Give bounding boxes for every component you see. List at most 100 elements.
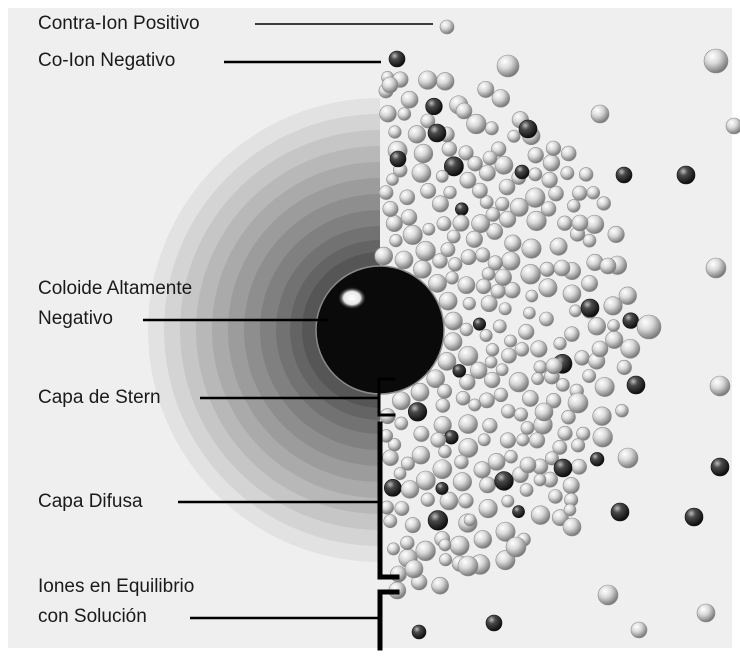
positive-ion-sphere bbox=[407, 125, 427, 144]
positive-ion-sphere bbox=[586, 186, 600, 200]
positive-ion-sphere bbox=[460, 249, 477, 266]
negative-ion-sphere bbox=[407, 402, 428, 422]
negative-ion-sphere bbox=[389, 150, 407, 168]
positive-ion-sphere bbox=[471, 214, 491, 234]
positive-ion-sphere bbox=[428, 274, 447, 293]
positive-ion-sphere bbox=[439, 553, 453, 567]
positive-ion-sphere bbox=[479, 329, 493, 343]
positive-ion-sphere bbox=[571, 438, 586, 453]
positive-ion-sphere bbox=[411, 446, 431, 465]
label-negative-co-ion: Co-Ion Negativo bbox=[38, 50, 176, 71]
positive-ion-sphere bbox=[520, 421, 535, 435]
negative-ion-sphere bbox=[444, 156, 464, 177]
label-diffuse-layer: Capa Difusa bbox=[38, 491, 143, 512]
positive-ion-sphere bbox=[415, 540, 436, 562]
positive-ion-sphere bbox=[508, 372, 529, 393]
positive-ion-sphere bbox=[381, 76, 399, 94]
positive-ion-sphere bbox=[382, 449, 399, 467]
positive-ion-sphere bbox=[478, 499, 498, 519]
negative-ion-sphere bbox=[615, 166, 633, 184]
positive-ion-sphere bbox=[448, 257, 463, 272]
positive-ion-sphere bbox=[477, 80, 495, 98]
positive-ion-sphere bbox=[426, 369, 445, 389]
positive-ion-sphere bbox=[459, 322, 474, 337]
positive-ion-sphere bbox=[527, 147, 544, 164]
positive-ion-sphere bbox=[607, 225, 625, 243]
positive-ion-sphere bbox=[493, 387, 509, 403]
positive-ion-sphere bbox=[439, 491, 459, 511]
negative-ion-sphere bbox=[626, 375, 646, 395]
positive-ion-sphere bbox=[530, 505, 551, 525]
positive-ion-sphere bbox=[607, 319, 620, 332]
positive-ion-sphere bbox=[492, 319, 507, 334]
positive-ion-sphere bbox=[400, 535, 415, 551]
positive-ion-sphere bbox=[605, 330, 624, 349]
negative-ion-sphere bbox=[411, 624, 427, 640]
positive-ion-sphere bbox=[410, 382, 430, 402]
positive-ion-sphere bbox=[482, 150, 498, 166]
positive-ion-sphere bbox=[413, 425, 430, 442]
positive-ion-sphere bbox=[562, 284, 582, 304]
positive-ion-sphere bbox=[470, 361, 488, 380]
positive-ion-sphere bbox=[458, 414, 478, 434]
positive-ion-sphere bbox=[385, 214, 403, 232]
negative-ion-sphere bbox=[455, 202, 469, 216]
positive-ion-sphere bbox=[443, 185, 457, 200]
negative-ion-sphere bbox=[610, 502, 630, 522]
positive-ion-sphere bbox=[530, 340, 548, 358]
positive-ion-sphere bbox=[616, 359, 632, 375]
positive-ion-sphere bbox=[432, 459, 453, 480]
positive-ion-sphere bbox=[557, 215, 573, 231]
positive-ion-sphere bbox=[528, 167, 543, 182]
positive-ion-sphere bbox=[487, 453, 506, 471]
positive-ion-sphere bbox=[459, 374, 476, 391]
positive-ion-sphere bbox=[596, 196, 611, 211]
positive-ion-sphere bbox=[501, 494, 515, 508]
positive-ion-sphere bbox=[533, 473, 547, 487]
positive-ion-sphere bbox=[560, 145, 577, 162]
positive-ion-sphere bbox=[620, 338, 641, 359]
positive-ion-sphere bbox=[479, 195, 494, 210]
negative-ion-sphere bbox=[485, 614, 503, 632]
positive-ion-sphere bbox=[567, 392, 589, 414]
positive-ion-sphere bbox=[454, 454, 469, 470]
positive-ion-sphere bbox=[465, 230, 483, 248]
positive-ion-sphere bbox=[630, 621, 648, 639]
positive-ion-sphere bbox=[576, 426, 591, 441]
positive-ion-sphere bbox=[581, 275, 598, 292]
label-positive-counter-ion: Contra-Ion Positivo bbox=[38, 13, 200, 34]
positive-ion-sphere bbox=[587, 317, 607, 336]
positive-ion-sphere bbox=[556, 378, 570, 392]
positive-ion-sphere bbox=[597, 584, 619, 606]
positive-ion-sphere bbox=[473, 530, 492, 549]
positive-ion-sphere bbox=[431, 195, 449, 213]
positive-ion-sphere bbox=[404, 559, 424, 579]
positive-ion-sphere bbox=[494, 155, 514, 175]
positive-ion-sphere bbox=[413, 143, 434, 164]
positive-ion-sphere bbox=[562, 517, 582, 537]
negative-ion-sphere bbox=[684, 507, 704, 527]
positive-ion-sphere bbox=[457, 276, 476, 295]
positive-ion-sphere bbox=[561, 409, 576, 425]
positive-ion-sphere bbox=[393, 467, 407, 481]
positive-ion-sphere bbox=[485, 343, 500, 357]
positive-ion-sphere bbox=[499, 432, 516, 449]
positive-ion-sphere bbox=[485, 207, 501, 222]
positive-ion-sphere bbox=[458, 438, 479, 458]
negative-ion-sphere bbox=[472, 317, 486, 331]
positive-ion-sphere bbox=[553, 336, 567, 351]
positive-ion-sphere bbox=[387, 542, 400, 556]
positive-ion-sphere bbox=[400, 209, 418, 226]
positive-ion-sphere bbox=[394, 416, 409, 431]
positive-ion-sphere bbox=[475, 247, 491, 263]
positive-ion-sphere bbox=[390, 565, 407, 583]
positive-ion-sphere bbox=[498, 302, 512, 316]
negative-ion-sphere bbox=[676, 165, 696, 185]
positive-ion-sphere bbox=[402, 224, 423, 245]
negative-ion-sphere bbox=[518, 119, 538, 139]
positive-ion-sphere bbox=[501, 404, 516, 419]
positive-ion-sphere bbox=[436, 216, 452, 232]
positive-ion-sphere bbox=[534, 402, 554, 422]
positive-ion-sphere bbox=[479, 476, 496, 494]
positive-ion-sphere bbox=[520, 264, 541, 285]
